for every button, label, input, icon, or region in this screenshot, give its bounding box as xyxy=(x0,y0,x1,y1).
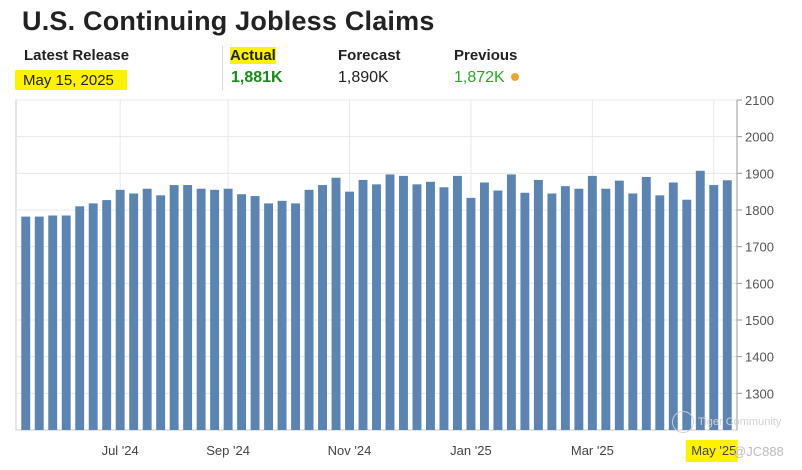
bar xyxy=(601,188,611,430)
x-tick-label: Mar '25 xyxy=(571,443,614,458)
bar xyxy=(412,184,422,430)
bar xyxy=(547,193,557,430)
bar xyxy=(655,195,665,430)
bar xyxy=(560,186,570,430)
y-tick-label: 1700 xyxy=(745,240,774,255)
forecast-label: Forecast xyxy=(338,47,401,64)
bar xyxy=(318,185,327,430)
bar xyxy=(223,188,233,430)
bar xyxy=(709,185,719,430)
x-tick-label: Jul '24 xyxy=(102,443,139,458)
y-tick-label: 1900 xyxy=(745,166,774,181)
bar xyxy=(88,203,98,430)
bar xyxy=(520,192,530,430)
bar xyxy=(277,200,287,430)
y-tick-label: 2000 xyxy=(745,130,774,145)
y-tick-label: 1500 xyxy=(745,313,774,328)
bar xyxy=(722,180,732,430)
bar xyxy=(668,182,678,430)
tiger-logo-icon xyxy=(672,411,694,433)
bar xyxy=(614,180,624,430)
x-tick-label: May '25 xyxy=(691,443,736,458)
watermark: Tiger Community xyxy=(672,411,781,433)
bar xyxy=(264,203,274,430)
y-tick-label: 1400 xyxy=(745,350,774,365)
bar xyxy=(385,174,395,430)
bar xyxy=(479,182,489,430)
bar xyxy=(695,170,705,430)
watermark-text: Tiger Community xyxy=(698,416,782,428)
bar xyxy=(399,175,408,430)
actual-label-text: Actual xyxy=(230,47,276,64)
bar xyxy=(372,184,381,430)
previous-value-text: 1,872K xyxy=(454,69,505,86)
previous-value: 1,872K xyxy=(454,69,519,87)
forecast-value: 1,890K xyxy=(338,69,389,86)
bar xyxy=(641,177,651,430)
bar xyxy=(142,188,152,430)
bar xyxy=(358,179,368,430)
y-tick-label: 1600 xyxy=(745,276,774,291)
x-tick-highlight xyxy=(685,440,738,462)
bar xyxy=(452,175,462,430)
bar xyxy=(48,215,58,430)
x-tick-label: Nov '24 xyxy=(328,443,372,458)
bar xyxy=(533,179,543,430)
bar xyxy=(587,175,597,430)
bar xyxy=(75,206,85,430)
bar xyxy=(466,197,476,430)
bar xyxy=(129,193,139,430)
bar xyxy=(196,188,206,430)
previous-label: Previous xyxy=(454,47,518,64)
bar xyxy=(169,185,179,430)
page-title: U.S. Continuing Jobless Claims xyxy=(22,6,435,36)
previous-dot-icon xyxy=(510,72,519,81)
bar xyxy=(331,177,341,430)
bar xyxy=(493,190,503,430)
bar xyxy=(210,189,220,430)
bar xyxy=(345,191,354,430)
latest-release-label: Latest Release xyxy=(24,47,130,64)
bar xyxy=(102,200,112,430)
bar xyxy=(439,187,449,430)
watermark-handle: @JC888 xyxy=(733,444,784,459)
header-divider xyxy=(222,46,223,90)
bar xyxy=(183,185,193,430)
bar xyxy=(304,189,314,430)
bar xyxy=(291,203,301,430)
latest-release-date: May 15, 2025 xyxy=(15,70,127,90)
bar xyxy=(21,216,31,430)
y-tick-label: 1300 xyxy=(745,386,774,401)
bar xyxy=(682,199,692,430)
x-tick-label: Sep '24 xyxy=(206,443,250,458)
bar xyxy=(61,215,71,430)
actual-label: Actual xyxy=(230,47,276,64)
y-tick-label: 2100 xyxy=(745,93,774,108)
bar xyxy=(506,174,516,430)
bar xyxy=(115,189,125,430)
actual-value: 1,881K xyxy=(231,69,283,86)
bar xyxy=(628,193,638,430)
bar xyxy=(574,188,584,430)
bar xyxy=(34,216,44,430)
bar xyxy=(156,195,166,430)
bar xyxy=(426,181,435,430)
bar xyxy=(237,194,247,430)
x-tick-label: Jan '25 xyxy=(450,443,492,458)
bar xyxy=(250,196,260,430)
y-tick-label: 1800 xyxy=(745,203,774,218)
